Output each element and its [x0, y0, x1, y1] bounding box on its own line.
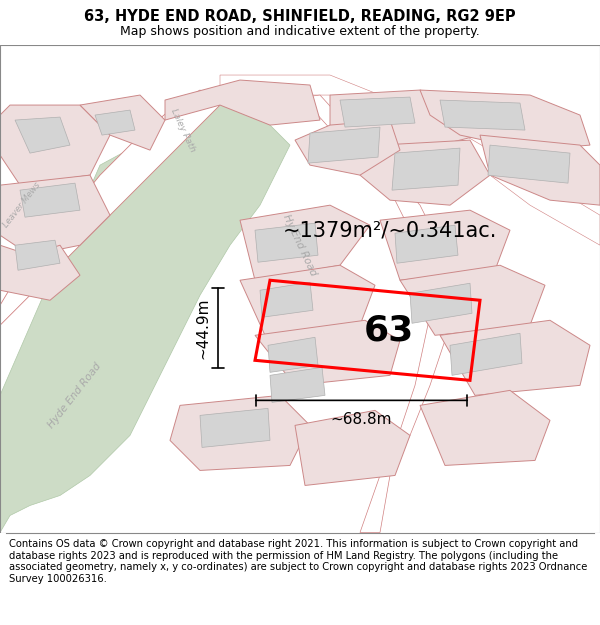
Polygon shape — [340, 97, 415, 127]
Polygon shape — [488, 145, 570, 183]
Polygon shape — [380, 210, 510, 280]
Polygon shape — [0, 245, 80, 300]
Polygon shape — [165, 80, 320, 125]
Polygon shape — [330, 90, 480, 145]
Polygon shape — [480, 135, 600, 205]
Polygon shape — [308, 127, 380, 163]
Polygon shape — [440, 320, 590, 396]
Text: ~68.8m: ~68.8m — [331, 412, 392, 428]
Polygon shape — [0, 105, 110, 185]
Polygon shape — [440, 100, 525, 130]
Text: ~1379m²/~0.341ac.: ~1379m²/~0.341ac. — [283, 220, 497, 240]
Text: ~44.9m: ~44.9m — [195, 297, 210, 359]
Polygon shape — [360, 140, 490, 205]
Polygon shape — [270, 368, 325, 402]
Text: Laley Path: Laley Path — [169, 107, 197, 153]
Polygon shape — [295, 411, 410, 486]
Polygon shape — [420, 90, 590, 150]
Polygon shape — [240, 205, 370, 280]
Polygon shape — [450, 333, 522, 376]
Text: Map shows position and indicative extent of the property.: Map shows position and indicative extent… — [120, 25, 480, 38]
Polygon shape — [220, 75, 600, 245]
Polygon shape — [0, 175, 110, 255]
Polygon shape — [255, 223, 318, 262]
Polygon shape — [170, 396, 310, 471]
Polygon shape — [200, 408, 270, 447]
Text: Leaver Mews: Leaver Mews — [2, 181, 43, 229]
Polygon shape — [15, 240, 60, 270]
Polygon shape — [410, 283, 472, 323]
Text: 63, HYDE END ROAD, SHINFIELD, READING, RG2 9EP: 63, HYDE END ROAD, SHINFIELD, READING, R… — [84, 9, 516, 24]
Text: Hyde End Road: Hyde End Road — [47, 361, 103, 430]
Polygon shape — [0, 100, 290, 532]
Polygon shape — [420, 391, 550, 466]
Polygon shape — [400, 265, 545, 335]
Text: 63: 63 — [364, 313, 414, 348]
Text: Hy End Road: Hy End Road — [281, 213, 319, 278]
Polygon shape — [395, 225, 458, 263]
Polygon shape — [255, 320, 400, 386]
Polygon shape — [268, 338, 318, 372]
Polygon shape — [20, 183, 80, 217]
Polygon shape — [240, 265, 375, 335]
Polygon shape — [392, 148, 460, 190]
Text: Contains OS data © Crown copyright and database right 2021. This information is : Contains OS data © Crown copyright and d… — [9, 539, 587, 584]
Polygon shape — [95, 110, 135, 135]
Polygon shape — [295, 120, 400, 175]
Polygon shape — [0, 90, 220, 325]
Polygon shape — [260, 282, 313, 318]
Polygon shape — [80, 95, 165, 150]
Polygon shape — [15, 117, 70, 153]
Polygon shape — [280, 90, 450, 532]
